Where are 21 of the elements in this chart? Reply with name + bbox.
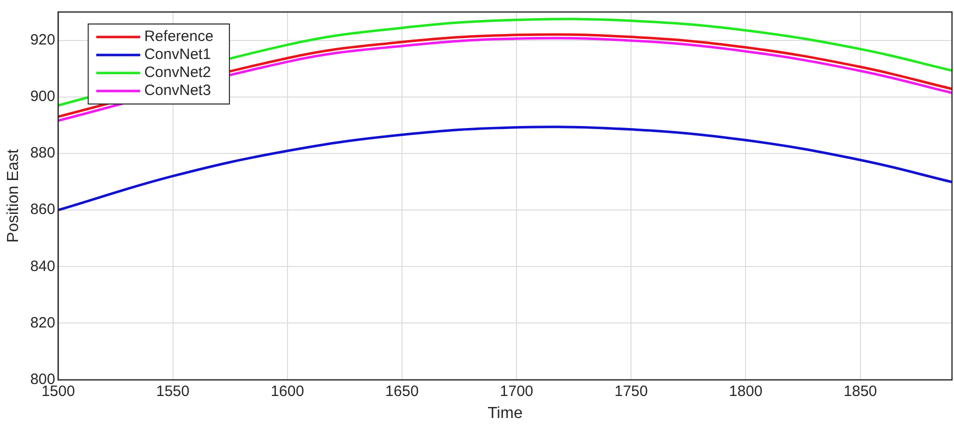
line-series bbox=[58, 126, 952, 212]
x-tick-label: 1800 bbox=[729, 382, 762, 400]
legend-label: ConvNet3 bbox=[144, 82, 211, 100]
y-tick-label: 840 bbox=[30, 258, 56, 275]
x-tick-label: 1600 bbox=[270, 382, 304, 400]
x-tick-label: 1500 bbox=[42, 382, 75, 400]
x-tick-label: 1850 bbox=[844, 382, 878, 400]
y-tick-label: 900 bbox=[30, 88, 56, 106]
legend-label: ConvNet1 bbox=[144, 46, 211, 64]
y-tick-label: 880 bbox=[30, 144, 56, 162]
x-tick-label: 1650 bbox=[385, 382, 419, 400]
legend-label: Reference bbox=[144, 28, 214, 46]
y-tick-label: 920 bbox=[30, 31, 56, 48]
x-tick-label: 1700 bbox=[500, 382, 534, 400]
y-axis-title: Position East bbox=[5, 148, 22, 243]
x-tick-label: 1750 bbox=[614, 382, 648, 400]
x-axis-title: Time bbox=[488, 404, 523, 422]
legend-label: ConvNet2 bbox=[144, 64, 211, 82]
y-tick-label: 860 bbox=[30, 201, 56, 218]
x-tick-label: 1550 bbox=[156, 382, 190, 400]
y-tick-label: 820 bbox=[30, 314, 56, 332]
